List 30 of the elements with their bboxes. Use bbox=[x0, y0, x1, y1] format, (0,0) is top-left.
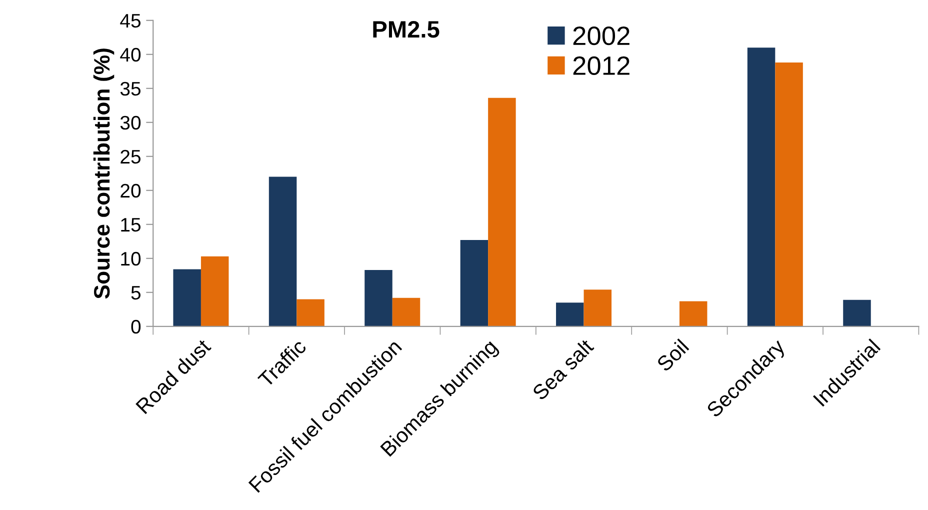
bar bbox=[200, 256, 229, 326]
bar bbox=[775, 62, 803, 326]
y-tick-label: 5 bbox=[131, 286, 140, 300]
bar bbox=[747, 48, 776, 326]
bar bbox=[296, 299, 324, 326]
legend-label: 2012 bbox=[573, 56, 630, 76]
bar bbox=[392, 298, 420, 326]
y-tick-label: 0 bbox=[131, 320, 141, 334]
bar bbox=[364, 270, 392, 326]
y-tick-label: 25 bbox=[120, 150, 140, 164]
y-tick-label: 10 bbox=[121, 252, 141, 266]
legend-label: 2002 bbox=[573, 26, 630, 46]
y-tick-label: 40 bbox=[120, 48, 141, 62]
bar bbox=[488, 98, 516, 326]
bar bbox=[679, 301, 708, 326]
x-tick-label: Sea salt bbox=[531, 338, 594, 401]
y-tick-label: 45 bbox=[120, 14, 140, 28]
y-axis-title: Source contribution (%) bbox=[93, 48, 114, 299]
bar bbox=[584, 290, 612, 326]
y-tick-label: 20 bbox=[120, 184, 141, 198]
y-tick-label: 30 bbox=[120, 116, 141, 130]
bar bbox=[268, 176, 297, 326]
bar bbox=[460, 240, 488, 326]
y-tick-label: 35 bbox=[120, 82, 140, 96]
chart-title: PM2.5 bbox=[373, 21, 440, 38]
y-tick-label: 15 bbox=[121, 218, 140, 232]
bar bbox=[173, 269, 201, 326]
bar bbox=[843, 300, 871, 326]
bar bbox=[556, 302, 584, 326]
x-tick-label: Soil bbox=[656, 338, 690, 372]
